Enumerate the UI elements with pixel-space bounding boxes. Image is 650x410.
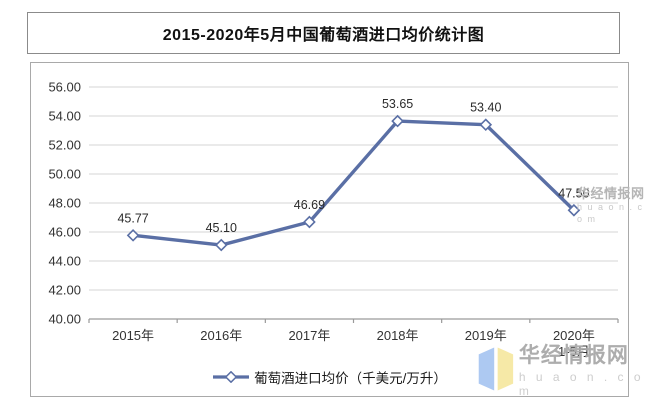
y-tick-label: 44.00 xyxy=(48,254,81,269)
x-tick-label: 2017年 xyxy=(288,328,330,343)
y-tick-label: 48.00 xyxy=(48,196,81,211)
x-tick-label: 2020年 1-5月 xyxy=(553,328,595,359)
y-tick-label: 46.00 xyxy=(48,225,81,240)
x-tick-label: 2016年 xyxy=(200,328,242,343)
legend-label: 葡萄酒进口均价（千美元/万升） xyxy=(254,371,447,386)
y-tick-label: 40.00 xyxy=(48,312,81,327)
data-label: 47.50 xyxy=(558,186,589,200)
plot-container: 40.00 42.00 44.00 46.00 48.00 50.00 52.00 54.00… xyxy=(30,62,629,397)
data-point-marker xyxy=(391,114,404,128)
data-label: 45.10 xyxy=(206,221,237,235)
legend: 葡萄酒进口均价（千美元/万升） xyxy=(31,367,628,387)
y-tick-label: 54.00 xyxy=(48,109,81,124)
y-tick-label: 42.00 xyxy=(48,283,81,298)
data-point-marker xyxy=(126,229,140,242)
data-point-marker xyxy=(567,203,581,217)
chart-title: 2015-2020年5月中国葡萄酒进口均价统计图 xyxy=(162,27,485,44)
data-label: 46.69 xyxy=(294,198,325,212)
data-label: 45.77 xyxy=(117,211,148,225)
chart-title-box: 2015-2020年5月中国葡萄酒进口均价统计图 xyxy=(27,12,620,54)
x-tick-label: 2019年 xyxy=(465,328,507,343)
data-point-marker xyxy=(214,238,228,252)
x-tick-label: 2015年 xyxy=(112,328,154,343)
line-chart: 40.00 42.00 44.00 46.00 48.00 50.00 52.00 54.00… xyxy=(48,80,619,359)
y-tick-label: 50.00 xyxy=(48,167,81,182)
series-line xyxy=(131,119,576,247)
y-tick-label: 52.00 xyxy=(48,138,81,153)
data-label: 53.65 xyxy=(382,97,413,111)
data-label: 53.40 xyxy=(470,101,501,115)
legend-line-marker xyxy=(213,371,250,383)
y-tick-label: 56.00 xyxy=(48,80,81,95)
x-tick-label: 2018年 xyxy=(377,328,419,343)
data-point-marker xyxy=(479,118,493,132)
data-point-marker xyxy=(303,215,316,229)
